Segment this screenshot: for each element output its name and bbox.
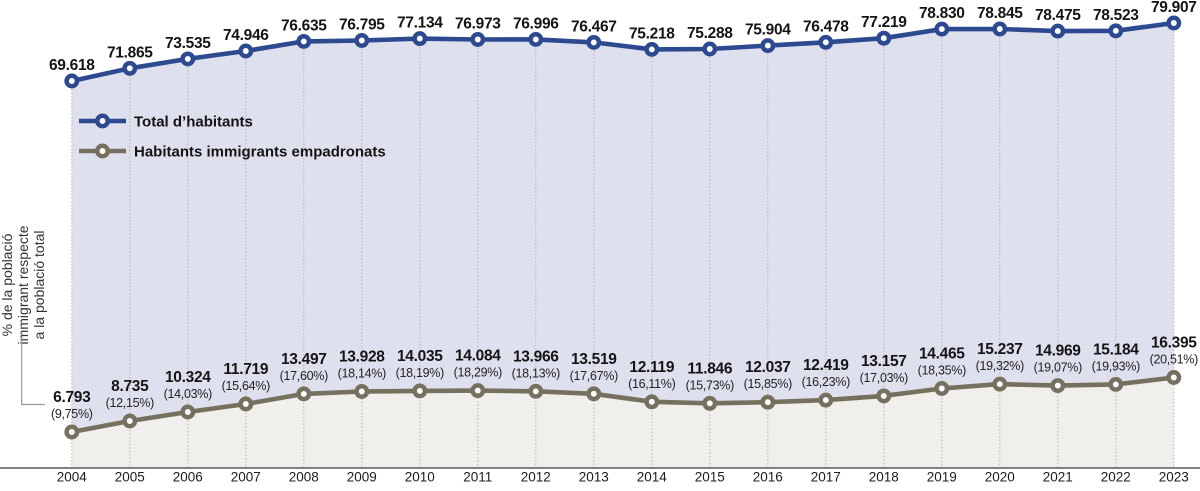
svg-text:76.996: 76.996 — [513, 15, 559, 32]
svg-text:77.134: 77.134 — [397, 15, 443, 32]
svg-text:(19,07%): (19,07%) — [1034, 361, 1082, 375]
svg-text:2012: 2012 — [521, 470, 551, 485]
svg-text:6.793: 6.793 — [53, 389, 91, 406]
svg-text:76.635: 76.635 — [281, 17, 327, 34]
svg-text:(15,85%): (15,85%) — [744, 377, 792, 391]
svg-text:2010: 2010 — [405, 470, 435, 485]
svg-text:2018: 2018 — [869, 470, 899, 485]
svg-text:2020: 2020 — [985, 470, 1015, 485]
svg-text:14.465: 14.465 — [919, 346, 965, 363]
svg-text:Habitants immigrants empadrona: Habitants immigrants empadronats — [134, 144, 386, 161]
svg-text:2017: 2017 — [811, 470, 841, 485]
svg-text:75.904: 75.904 — [745, 22, 791, 39]
svg-text:(18,19%): (18,19%) — [396, 366, 444, 380]
svg-text:(18,14%): (18,14%) — [338, 367, 386, 381]
svg-text:2004: 2004 — [57, 470, 88, 485]
svg-text:(17,67%): (17,67%) — [570, 369, 618, 383]
svg-text:12.037: 12.037 — [745, 359, 791, 376]
svg-text:2005: 2005 — [115, 470, 145, 485]
svg-text:immigrant respecte: immigrant respecte — [15, 225, 31, 344]
svg-text:74.946: 74.946 — [223, 27, 269, 44]
svg-text:(17,60%): (17,60%) — [280, 369, 328, 383]
svg-text:(18,35%): (18,35%) — [918, 364, 966, 378]
svg-text:2021: 2021 — [1043, 470, 1073, 485]
svg-text:(15,64%): (15,64%) — [222, 379, 270, 393]
svg-text:78.475: 78.475 — [1035, 7, 1081, 24]
svg-text:2007: 2007 — [231, 470, 261, 485]
svg-text:(15,73%): (15,73%) — [686, 378, 734, 392]
svg-text:76.973: 76.973 — [455, 16, 501, 33]
svg-text:(20,51%): (20,51%) — [1150, 353, 1198, 367]
svg-text:(19,93%): (19,93%) — [1092, 359, 1140, 373]
svg-text:2022: 2022 — [1101, 470, 1131, 485]
svg-text:2013: 2013 — [579, 470, 609, 485]
svg-text:(14,03%): (14,03%) — [164, 387, 212, 401]
svg-text:(19,32%): (19,32%) — [976, 359, 1024, 373]
svg-text:(16,23%): (16,23%) — [802, 375, 850, 389]
svg-text:2014: 2014 — [637, 470, 668, 485]
svg-text:% de la població: % de la població — [0, 233, 15, 336]
svg-text:77.219: 77.219 — [861, 14, 907, 31]
svg-text:16.395: 16.395 — [1151, 335, 1197, 352]
svg-text:(17,03%): (17,03%) — [860, 371, 908, 385]
svg-text:69.618: 69.618 — [49, 57, 95, 74]
svg-text:76.478: 76.478 — [803, 18, 849, 35]
svg-text:14.084: 14.084 — [455, 348, 501, 365]
svg-text:13.966: 13.966 — [513, 348, 559, 365]
svg-text:15.237: 15.237 — [977, 341, 1023, 358]
svg-text:13.928: 13.928 — [339, 349, 385, 366]
svg-text:2008: 2008 — [289, 470, 319, 485]
svg-text:(12,15%): (12,15%) — [106, 396, 154, 410]
svg-text:(18,29%): (18,29%) — [454, 366, 502, 380]
svg-text:79.907: 79.907 — [1151, 0, 1197, 16]
svg-text:13.519: 13.519 — [571, 351, 617, 368]
svg-text:13.497: 13.497 — [281, 351, 327, 368]
svg-text:8.735: 8.735 — [111, 378, 149, 395]
svg-text:(9,75%): (9,75%) — [51, 407, 93, 421]
svg-text:15.184: 15.184 — [1093, 341, 1139, 358]
svg-text:(18,13%): (18,13%) — [512, 366, 560, 380]
svg-text:11.846: 11.846 — [687, 360, 732, 377]
svg-text:76.467: 76.467 — [571, 18, 617, 35]
svg-text:2016: 2016 — [753, 470, 783, 485]
svg-text:13.157: 13.157 — [861, 353, 907, 370]
svg-text:2011: 2011 — [463, 470, 492, 485]
svg-text:71.865: 71.865 — [107, 44, 153, 61]
svg-text:14.035: 14.035 — [397, 348, 443, 365]
svg-text:12.419: 12.419 — [803, 357, 849, 374]
svg-text:(16,11%): (16,11%) — [628, 377, 676, 391]
svg-text:Total d’habitants: Total d’habitants — [134, 114, 253, 131]
svg-text:76.795: 76.795 — [339, 17, 385, 34]
svg-text:11.719: 11.719 — [223, 361, 268, 378]
svg-text:73.535: 73.535 — [165, 35, 211, 52]
svg-text:2009: 2009 — [347, 470, 377, 485]
svg-text:75.218: 75.218 — [629, 25, 675, 42]
svg-text:10.324: 10.324 — [165, 369, 211, 386]
svg-text:a la població total: a la població total — [31, 231, 47, 340]
svg-text:75.288: 75.288 — [687, 25, 733, 42]
svg-text:2019: 2019 — [927, 470, 957, 485]
svg-text:78.523: 78.523 — [1093, 7, 1139, 24]
svg-text:2023: 2023 — [1159, 470, 1189, 485]
svg-text:78.845: 78.845 — [977, 5, 1023, 22]
svg-text:2006: 2006 — [173, 470, 203, 485]
svg-text:14.969: 14.969 — [1035, 343, 1081, 360]
svg-text:12.119: 12.119 — [629, 359, 674, 376]
svg-text:78.830: 78.830 — [919, 5, 965, 22]
svg-text:2015: 2015 — [695, 470, 725, 485]
